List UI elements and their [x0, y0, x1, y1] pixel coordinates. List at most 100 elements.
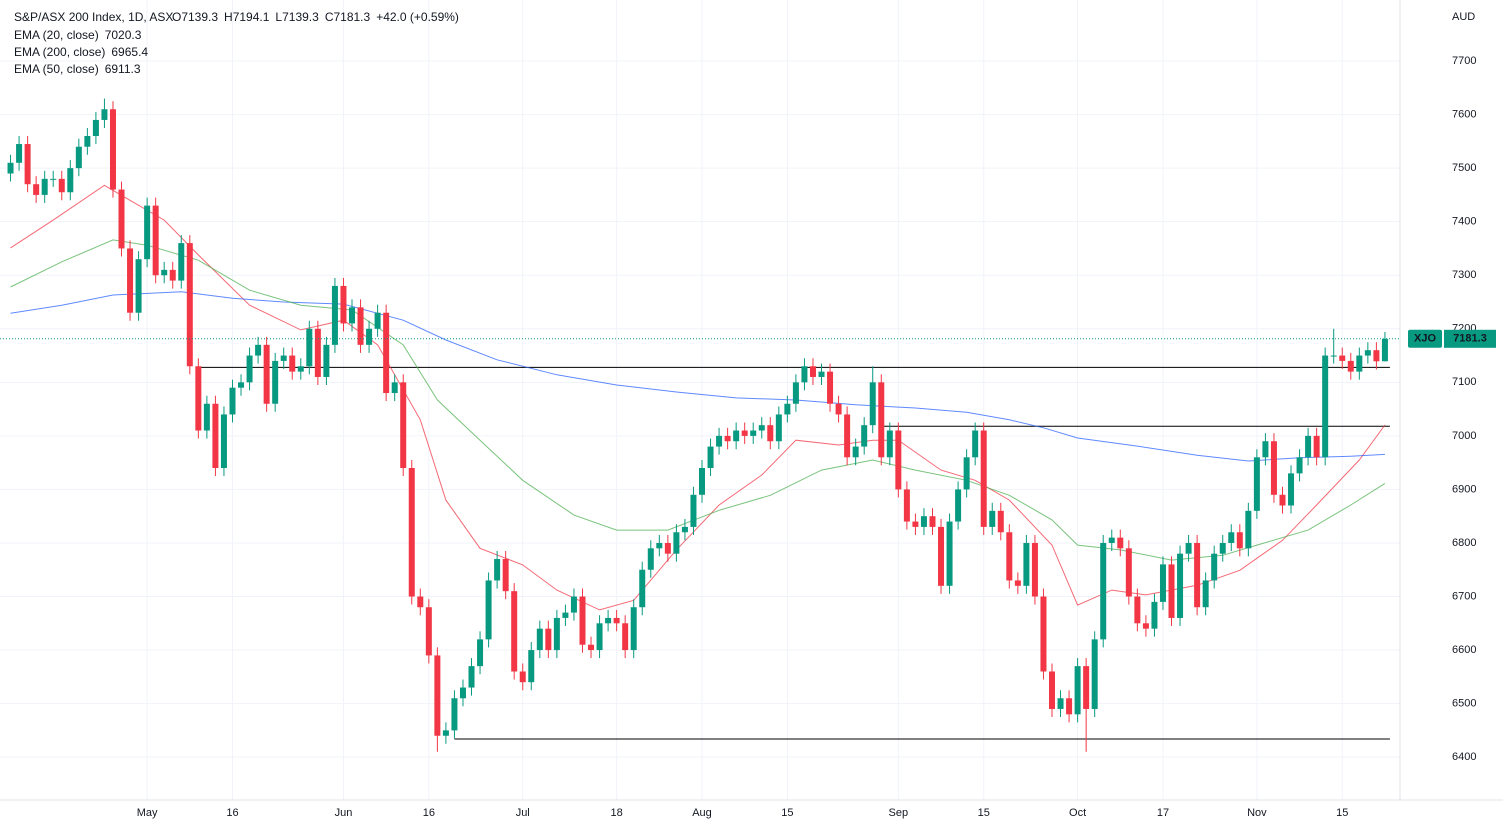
candle-body: [895, 430, 902, 490]
candle-body: [605, 617, 612, 624]
candle-body: [639, 569, 646, 608]
candle-body: [938, 526, 945, 586]
candle-body: [613, 617, 620, 624]
candle-body: [229, 387, 236, 415]
candle-body: [33, 184, 40, 195]
candle-body: [1339, 355, 1346, 361]
candle-body: [1313, 435, 1320, 458]
candle-body: [784, 403, 791, 415]
symbol-label: XJO: [1414, 333, 1436, 345]
ohlc-label: L7139.3: [275, 10, 319, 24]
x-tick-label: Nov: [1247, 807, 1267, 819]
candle-body: [434, 655, 441, 736]
candle-body: [195, 366, 202, 431]
candle-body: [50, 178, 57, 180]
candle-body: [852, 446, 859, 458]
candle-body: [903, 489, 910, 522]
candle-body: [528, 650, 535, 683]
candle-body: [135, 259, 142, 313]
candle-body: [972, 430, 979, 458]
candle-body: [297, 366, 304, 372]
y-tick-label: 7100: [1452, 376, 1476, 388]
candle-body: [1305, 435, 1312, 458]
candle-body: [1177, 553, 1184, 618]
candle-body: [75, 146, 82, 169]
price-tag: [1444, 329, 1496, 348]
candle-body: [1040, 596, 1047, 672]
candle-body: [792, 382, 799, 404]
candle-body: [664, 542, 671, 554]
legend-value: 7020.3: [105, 28, 142, 42]
candle-body: [699, 468, 705, 495]
candle-body: [1288, 473, 1295, 506]
candle-body: [741, 430, 748, 436]
candle-body: [570, 596, 577, 613]
candle-body: [1202, 580, 1209, 608]
candle-body: [442, 730, 449, 736]
x-tick-label: 15: [978, 807, 990, 819]
y-tick-label: 7300: [1452, 269, 1476, 281]
x-tick-label: 15: [1336, 807, 1348, 819]
candle-body: [929, 516, 936, 527]
candle-body: [92, 119, 99, 137]
candle-body: [750, 430, 757, 436]
candle-body: [656, 542, 663, 549]
candle-body: [1262, 441, 1269, 458]
candle-body: [630, 607, 637, 651]
candle-body: [383, 312, 390, 394]
x-tick-label: 16: [423, 807, 435, 819]
candle-body: [391, 382, 398, 394]
y-tick-label: 6700: [1452, 590, 1476, 602]
candle-body: [178, 243, 185, 281]
candle-body: [468, 666, 475, 688]
candle-body: [16, 144, 23, 163]
candle-body: [118, 189, 125, 249]
candle-body: [263, 344, 270, 404]
candle-body: [67, 168, 74, 193]
candle-body: [980, 430, 987, 527]
candle-body: [238, 382, 245, 388]
candle-body: [41, 178, 48, 195]
candle-body: [707, 446, 714, 469]
candle-body: [553, 617, 560, 651]
y-tick-label: 7000: [1452, 430, 1476, 442]
candle-body: [827, 371, 834, 404]
candle-body: [1236, 532, 1243, 549]
candle-body: [1253, 457, 1260, 511]
candle-body: [1083, 666, 1090, 709]
y-tick-label: 6400: [1452, 751, 1476, 763]
candle-body: [1228, 532, 1235, 543]
candle-body: [477, 639, 484, 667]
candle-body: [1296, 457, 1303, 474]
candle-body: [7, 162, 14, 174]
candle-body: [562, 612, 569, 618]
y-tick-label: 7400: [1452, 216, 1476, 228]
legend-value: 6965.4: [111, 45, 148, 59]
candle-body: [280, 355, 287, 361]
ohlc-label: +42.0 (+0.59%): [376, 10, 459, 24]
candle-body: [989, 510, 996, 527]
candle-body: [314, 328, 321, 377]
candle-body: [203, 403, 210, 431]
candle-body: [545, 628, 552, 651]
candle-body: [1014, 580, 1021, 586]
candle-body: [485, 580, 492, 640]
candle-body: [459, 687, 466, 699]
x-tick-label: 15: [781, 807, 793, 819]
candle-body: [1142, 623, 1149, 629]
candle-body: [1091, 639, 1098, 709]
candle-body: [878, 382, 885, 458]
candle-body: [1108, 537, 1115, 543]
candle-body: [186, 243, 193, 367]
candle-body: [1211, 553, 1218, 581]
levels: [198, 366, 1390, 740]
candle-body: [144, 205, 151, 260]
candle-body: [152, 205, 159, 276]
candle-body: [1194, 542, 1201, 608]
candle-body: [1006, 532, 1013, 581]
candle-body: [955, 489, 962, 522]
candle-body: [690, 494, 697, 527]
candle-body: [1322, 355, 1329, 458]
candle-body: [1049, 671, 1055, 709]
